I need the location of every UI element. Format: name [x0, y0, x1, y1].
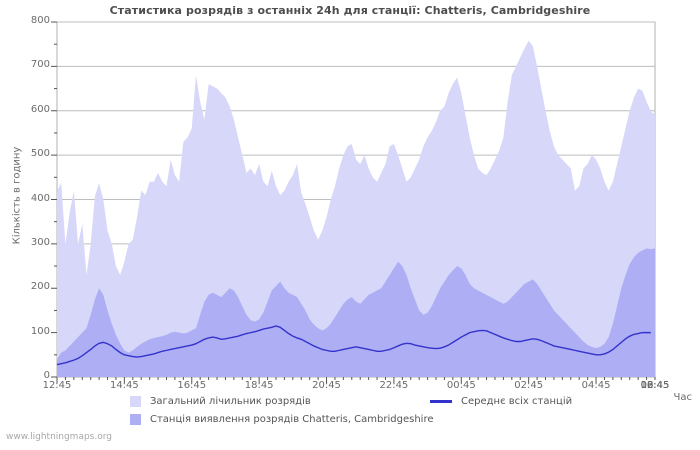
x-axis-tick-label: 20:45 — [312, 380, 341, 391]
legend-item-total: Загальний лічильник розрядів — [130, 396, 311, 407]
y-axis-tick-label: 600 — [30, 103, 50, 115]
x-axis-tick-label: 14:45 — [109, 380, 139, 391]
legend-swatch-station — [130, 414, 141, 425]
y-axis-tick-label: 300 — [30, 236, 50, 248]
y-axis-tick-label: 700 — [30, 59, 50, 71]
x-axis-tick-label: 02:45 — [514, 380, 544, 391]
series-line-average — [56, 325, 651, 366]
legend-label-total: Загальний лічильник розрядів — [150, 396, 311, 407]
x-axis-tick-label: 04:45 — [581, 380, 611, 391]
x-axis-tick-label: 06:45 — [640, 380, 670, 391]
y-axis-tick-label: 500 — [30, 148, 50, 160]
legend-line-average — [430, 400, 452, 403]
watermark: www.lightningmaps.org — [6, 432, 112, 442]
legend-swatch-total — [130, 396, 141, 407]
x-axis-tick-label: 12:45 — [42, 380, 72, 391]
y-axis-tick-label: 200 — [30, 281, 50, 293]
series-area-total — [57, 40, 655, 377]
y-axis-tick-label: 800 — [30, 15, 50, 26]
legend-item-average: Середнє всіх станцій — [430, 396, 572, 407]
legend-label-station: Станція виявлення розрядів Chatteris, Ca… — [150, 414, 434, 425]
legend-item-station: Станція виявлення розрядів Chatteris, Ca… — [130, 414, 434, 425]
x-axis-tick-label: 00:45 — [446, 380, 476, 391]
x-axis-tick-label: 10:45 — [640, 380, 670, 391]
x-axis-tick-label: 22:45 — [379, 380, 409, 391]
legend-label-average: Середнє всіх станцій — [461, 396, 573, 407]
chart-legend: Загальний лічильник розрядів Станція вия… — [0, 392, 700, 432]
x-axis-tick-label: 18:45 — [244, 380, 274, 391]
x-axis-tick-label: 12:45 — [640, 380, 670, 391]
x-axis-label: Час — [673, 392, 692, 403]
y-axis-tick-label: 400 — [30, 192, 50, 204]
y-axis-tick-label: 100 — [30, 325, 50, 337]
chart-title: Статистика розрядів з останніх 24h для с… — [109, 4, 591, 17]
x-axis-tick-label: 16:45 — [177, 380, 207, 391]
y-axis-tick-label: 0 — [43, 370, 50, 381]
series-area-station — [57, 248, 655, 377]
x-axis-tick-label: 08:45 — [640, 380, 670, 391]
